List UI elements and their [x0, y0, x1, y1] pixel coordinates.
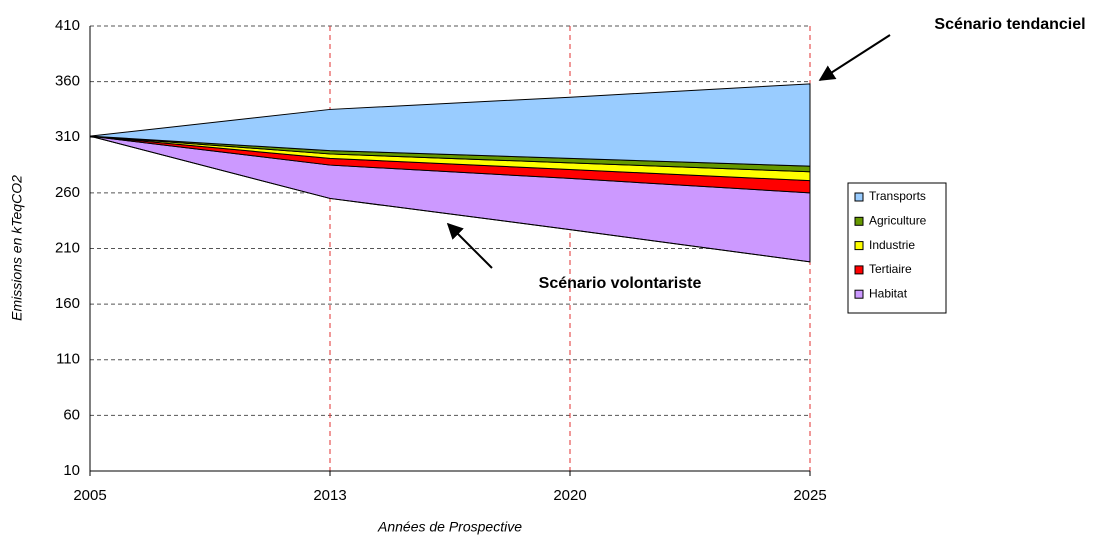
y-tick-label: 310	[55, 128, 80, 145]
annotation: Scénario tendanciel	[934, 16, 1085, 33]
legend-swatch	[854, 192, 864, 202]
legend-swatch	[854, 216, 864, 226]
x-tick-label: 2025	[793, 487, 826, 504]
area	[89, 83, 811, 167]
x-tick-label: 2020	[553, 487, 586, 504]
y-tick-label: 360	[55, 73, 80, 90]
y-tick-label: 410	[55, 17, 80, 34]
y-tick-label: 160	[55, 295, 80, 312]
x-tick-label: 2005	[73, 487, 106, 504]
legend	[847, 182, 947, 314]
arrow	[818, 34, 891, 81]
x-axis-label: Années de Prospective	[377, 519, 522, 535]
y-tick-label: 10	[63, 462, 80, 479]
legend-label: Habitat	[869, 286, 908, 300]
y-tick-label: 260	[55, 184, 80, 201]
arrow	[446, 222, 493, 269]
legend-swatch	[854, 289, 864, 299]
annotation: Scénario volontariste	[539, 275, 702, 292]
legend-label: Agriculture	[869, 213, 927, 227]
legend-label: Industrie	[869, 238, 915, 252]
legend-label: Tertiaire	[869, 262, 912, 276]
y-tick-label: 110	[56, 351, 80, 368]
plot-area	[89, 25, 811, 472]
legend-swatch	[854, 241, 864, 251]
y-axis-label: Emissions en kTeqCO2	[9, 175, 25, 321]
y-tick-label: 210	[55, 239, 80, 256]
legend-swatch	[854, 265, 864, 275]
y-tick-label: 60	[63, 406, 80, 423]
legend-label: Transports	[869, 189, 926, 203]
baseline-line	[89, 135, 811, 263]
x-tick-label: 2013	[313, 487, 346, 504]
